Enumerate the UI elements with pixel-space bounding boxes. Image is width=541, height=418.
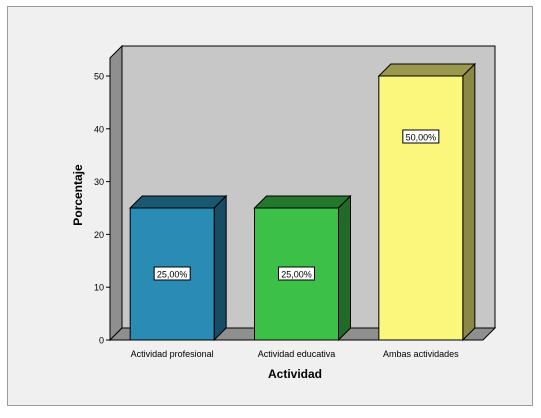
bar-data-label-box bbox=[153, 266, 191, 281]
x-tick-label: Ambas actividades bbox=[383, 349, 459, 359]
bar-data-label-text: 25,00% bbox=[157, 270, 188, 280]
bar bbox=[128, 194, 228, 342]
bar-data-label-box bbox=[278, 266, 315, 281]
x-tick-label: Actividad educativa bbox=[258, 349, 336, 359]
bar-data-labels: 25,00% 25,00% 50,00% bbox=[153, 129, 440, 281]
y-tick-label: 50 bbox=[94, 72, 104, 82]
bar-top-face bbox=[377, 63, 477, 77]
x-tick-label: Actividad profesional bbox=[131, 349, 214, 359]
x-tick-labels: Actividad profesional Actividad educativa… bbox=[131, 349, 459, 359]
bar bbox=[377, 62, 477, 342]
y-tick-label: 30 bbox=[94, 177, 104, 187]
bar-side-face bbox=[338, 194, 351, 342]
axes: 0 10 20 30 40 50 bbox=[94, 58, 111, 346]
bar-side-face bbox=[462, 62, 476, 342]
y-tick-label: 20 bbox=[94, 230, 104, 240]
y-tick-label: 0 bbox=[99, 336, 104, 346]
bar-top-face bbox=[128, 195, 228, 209]
plot-side-wall bbox=[109, 44, 123, 342]
bar-data-label-text: 50,00% bbox=[406, 133, 437, 143]
y-tick-label: 40 bbox=[94, 124, 104, 134]
x-axis-label: Actividad bbox=[268, 367, 322, 381]
bar-data-label: 25,00% bbox=[153, 266, 191, 281]
bar-data-label-box bbox=[402, 129, 440, 144]
bar-top-face bbox=[253, 195, 352, 209]
bar-data-label-text: 25,00% bbox=[281, 270, 312, 280]
bar-front-face bbox=[378, 75, 464, 341]
bar-side-face bbox=[213, 194, 227, 342]
bar-data-label: 50,00% bbox=[402, 129, 440, 144]
bar-data-label: 25,00% bbox=[278, 266, 315, 281]
y-tick-label: 10 bbox=[94, 283, 104, 293]
y-axis-label: Porcentaje bbox=[71, 164, 85, 226]
